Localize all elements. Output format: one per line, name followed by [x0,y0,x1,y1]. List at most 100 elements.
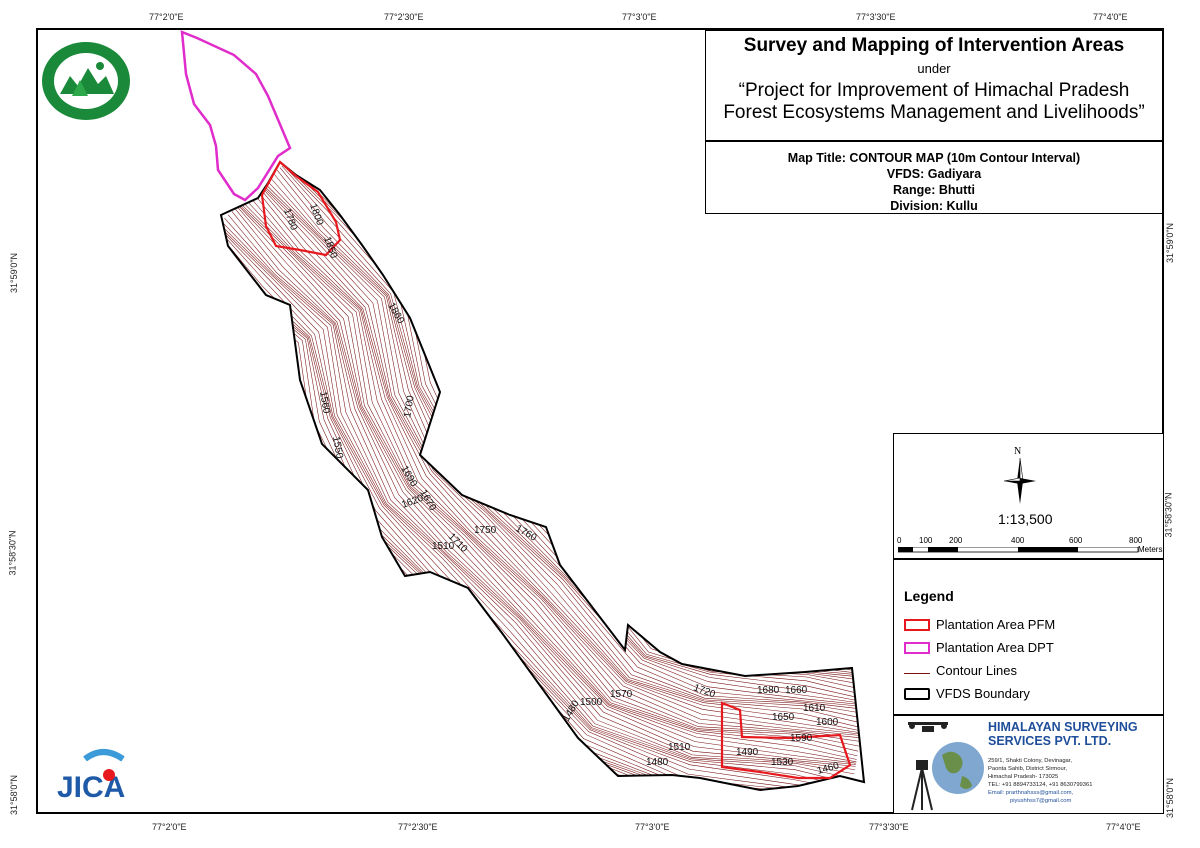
company-address: 259/1, Shakti Colony, Devinagar, Paonta … [988,757,1092,805]
contour-line [221,226,852,790]
contour-line [252,192,861,736]
contour-line [260,184,863,729]
scale-panel: N 1:13,500 0 100 200 400 600 800 Meters [893,433,1164,559]
contour-line [221,252,847,790]
address-line-3: Himachal Pradesh- 173025 [988,774,1059,780]
surveying-logo-icon [908,722,984,811]
legend-swatch-pfm [904,618,930,631]
legend-label-contour: Contour Lines [936,663,1017,678]
contour-line [303,162,864,674]
contour-line [259,185,862,732]
jica-logo-text: JICA [57,771,125,804]
contour-label: 1530 [771,757,794,768]
legend-swatch-contour [904,673,930,674]
contour-line [258,186,862,734]
contour-label: 1500 [580,697,603,708]
contour-label: 1660 [785,685,808,696]
map-main-title: Survey and Mapping of Intervention Areas [743,35,1125,56]
contour-line [269,176,864,710]
address-line-5: Email: prarthnahsss@gmail.com, [988,790,1074,796]
title-panel: Survey and Mapping of Intervention Areas… [705,30,1163,141]
legend-swatch-boundary [904,687,930,700]
contour-line [221,220,855,775]
legend-item-pfm: Plantation Area PFM [904,617,1055,632]
scale-bar [898,547,1139,553]
contour-label: 1650 [772,712,795,723]
contour-line [221,240,850,790]
project-line-1: “Project for Improvement of Himachal Pra… [738,80,1130,101]
legend-item-boundary: VFDS Boundary [904,686,1030,701]
contour-label: 1570 [610,689,633,700]
company-panel: HIMALAYAN SURVEYING SERVICES PVT. LTD. 2… [893,715,1164,814]
contour-line [285,162,864,691]
contour-line [238,205,857,760]
contour-label: 1590 [790,733,813,744]
scale-tick-0: 0 [897,536,902,545]
contour-line [305,162,864,668]
contour-label: 1850 [321,235,339,260]
coord-bottom-4: 77°3'30"E [869,822,909,832]
project-line-2: Forest Ecosystems Management and Livelih… [723,102,1145,123]
contour-label: 1550 [330,436,345,460]
contour-line [245,199,860,742]
contour-line [239,204,858,757]
contour-line [221,266,842,790]
contour-line [279,167,864,705]
contour-line [221,227,852,790]
info-panel: Map Title: CONTOUR MAP (10m Contour Inte… [705,141,1163,214]
coord-bottom-5: 77°4'0"E [1106,822,1141,832]
contour-line [236,206,857,763]
contour-label: 1480 [561,698,582,723]
coord-top-3: 77°3'0"E [622,12,657,22]
address-line-2: Paonta Sahib, District Sirmour, [988,766,1067,772]
contour-line [273,173,864,707]
plantation-pfm-south [720,701,852,780]
contour-label: 1860 [385,301,406,326]
contour-label: 1610 [803,703,826,714]
contour-line [240,203,859,752]
contour-line [221,233,851,790]
legend-label-pfm: Plantation Area PFM [936,617,1056,632]
division-text: Division: Kullu [890,199,978,213]
contour-line [221,237,851,790]
contour-line [311,162,864,654]
contour-line [242,201,860,747]
contour-label: 1510 [668,742,691,753]
contour-label: 1780 [281,207,299,232]
contour-label: 1510 [432,541,455,552]
north-arrow-icon [1003,457,1036,504]
jica-logo-icon: JICA [57,749,125,804]
contour-line [266,179,864,714]
contour-line [248,195,861,739]
legend-item-dpt: Plantation Area DPT [904,640,1054,655]
coord-top-4: 77°3'30"E [856,12,896,22]
contour-label: 1720 [692,682,717,700]
company-name: HIMALAYAN SURVEYING SERVICES PVT. LTD. [988,720,1138,748]
coord-bottom-1: 77°2'0"E [152,822,187,832]
scale-ratio: 1:13,500 [998,511,1053,527]
contour-lines [221,162,864,790]
contour-label: 1700 [402,394,417,418]
contour-label: 1480 [646,757,669,768]
legend-label-dpt: Plantation Area DPT [936,640,1054,655]
contour-line [221,230,852,790]
vfds-boundary [219,160,866,792]
address-line-4: TEL: +91 8894733124, +91 8630799361 [988,782,1093,788]
legend-title: Legend [904,588,954,604]
contour-label: 1490 [736,747,759,758]
scale-tick-400: 400 [1011,536,1025,545]
contour-labels: 1780 180018501860156015501700169016701620… [281,202,841,777]
contour-label: 1680 [757,685,780,696]
scale-tick-100: 100 [919,536,933,545]
scale-tick-200: 200 [949,536,963,545]
contour-line [234,208,857,764]
plantation-pfm-north [260,160,342,257]
plantation-dpt [180,30,292,202]
scale-unit: Meters [1138,545,1163,554]
company-name-line2: SERVICES PVT. LTD. [988,734,1112,748]
address-line-6: piyushhss7@gmail.com [1010,798,1072,804]
contour-label: 1620 [400,493,425,511]
scale-tick-600: 600 [1069,536,1083,545]
north-label: N [1014,446,1022,457]
